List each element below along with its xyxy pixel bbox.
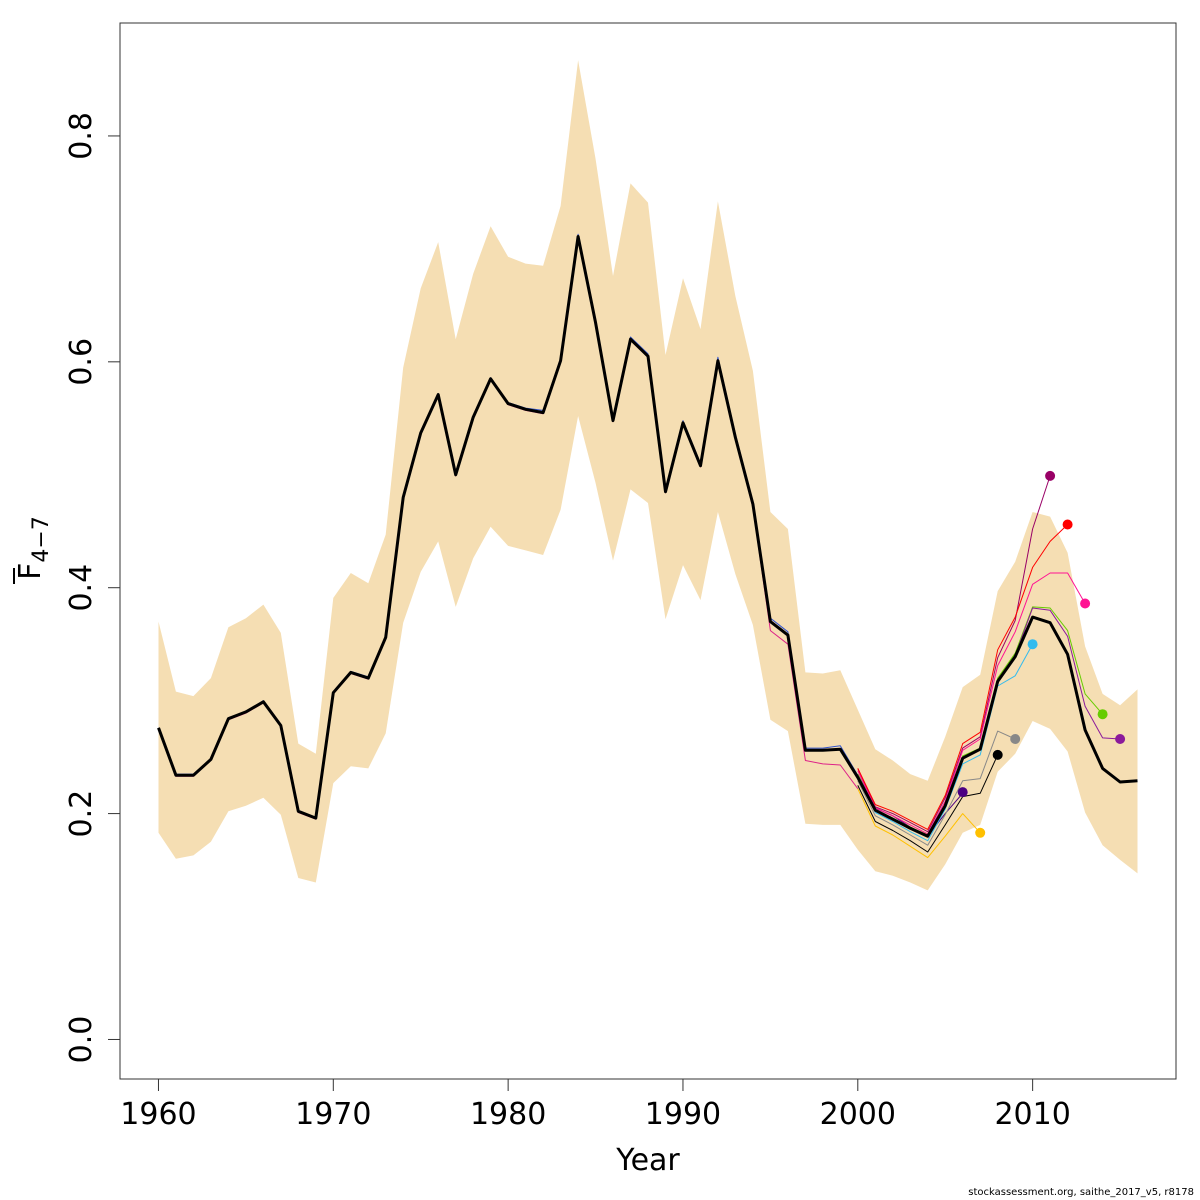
y-tick-label-group-4: 0.8 <box>64 112 99 160</box>
series-line-peel-2009 <box>857 730 1016 846</box>
y-tick-label-group-3: 0.6 <box>64 338 99 386</box>
endpoint-peel-2015 <box>1115 734 1126 744</box>
y-tick-label-4: 0.8 <box>64 112 99 160</box>
y-tick-label-group-2: 0.4 <box>64 564 99 612</box>
footer-credit: stockassessment.org, saithe_2017_v5, r81… <box>968 1187 1194 1198</box>
x-tick-label-1970: 1970 <box>295 1097 371 1132</box>
y-tick-label-0: 0.0 <box>64 1016 99 1064</box>
x-tick-label-2010: 2010 <box>994 1097 1070 1132</box>
x-axis-title: Year <box>615 1143 680 1178</box>
plot-frame <box>119 22 1177 1080</box>
series-line-peel-2012 <box>857 524 1068 830</box>
endpoint-peel-2010 <box>1027 639 1038 650</box>
series-line-peel-2010 <box>857 643 1034 842</box>
y-tick-label-3: 0.6 <box>64 338 99 386</box>
y-axis-title-main: F <box>13 563 48 580</box>
endpoint-peel-2009 <box>1010 734 1021 744</box>
y-tick-label-1: 0.2 <box>64 790 99 838</box>
endpoint-peel-2012 <box>1062 519 1073 530</box>
y-tick-label-group-0: 0.0 <box>64 1016 99 1064</box>
endpoint-peel-2007 <box>975 827 986 838</box>
svg-text:F4−7: F4−7 <box>13 516 54 580</box>
endpoint-peel-2013 <box>1080 598 1091 609</box>
y-tick-label-group-1: 0.2 <box>64 790 99 838</box>
series-line-peel-2008 <box>857 754 999 853</box>
y-axis-title: F4−7 <box>13 516 54 584</box>
series-line-peel-2007 <box>857 788 981 859</box>
series-line-peel-2011 <box>857 475 1051 833</box>
series-line-peel-2013 <box>857 572 1086 835</box>
endpoint-peel-2014 <box>1097 709 1108 720</box>
series-line-2016-assessment <box>157 235 1138 838</box>
x-tick-label-1980: 1980 <box>470 1097 546 1132</box>
y-axis-title-subscript: 4−7 <box>29 516 54 562</box>
series-layer <box>157 233 1138 859</box>
y-tick-label-2: 0.4 <box>64 564 99 612</box>
confidence-band <box>158 60 1138 891</box>
endpoint-peel-2006 <box>957 787 968 798</box>
endpoint-layer <box>957 470 1126 838</box>
x-tick-label-1960: 1960 <box>120 1097 196 1132</box>
endpoint-peel-2008 <box>992 749 1003 760</box>
x-tick-label-1990: 1990 <box>645 1097 721 1132</box>
x-tick-label-2000: 2000 <box>820 1097 896 1132</box>
endpoint-peel-2011 <box>1045 470 1056 481</box>
y-axis: 0.0 0.2 0.4 0.6 0.8 <box>64 112 121 1064</box>
confidence-band-layer <box>158 60 1138 891</box>
x-axis: 1960 1970 1980 1990 2000 2010 <box>120 1078 1071 1132</box>
